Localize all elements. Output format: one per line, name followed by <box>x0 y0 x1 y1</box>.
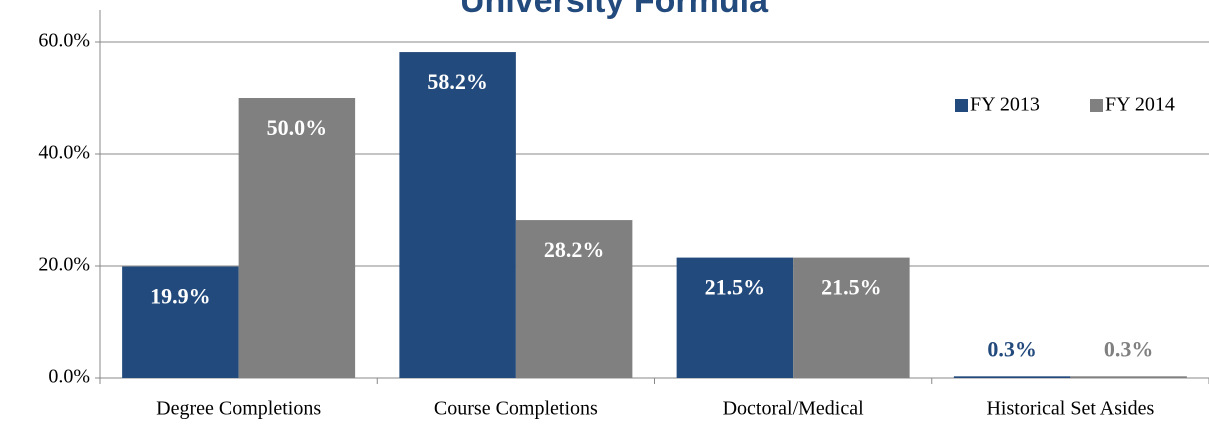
data-label: 21.5% <box>821 275 882 300</box>
x-tick-label: Doctoral/Medical <box>723 398 864 420</box>
bar <box>399 52 516 379</box>
y-tick-label: 40.0% <box>38 142 90 164</box>
x-tick-label: Historical Set Asides <box>986 398 1154 420</box>
bar <box>515 220 633 378</box>
y-tick-label: 60.0% <box>38 30 90 52</box>
x-tick-label: Course Completions <box>434 398 598 420</box>
bar <box>676 257 794 378</box>
bar <box>793 257 910 378</box>
data-label: 19.9% <box>150 284 211 309</box>
data-label: 50.0% <box>267 115 328 140</box>
data-label: 21.5% <box>705 275 766 300</box>
chart-title: University Formula <box>460 0 769 20</box>
x-tick-label: Degree Completions <box>156 398 321 420</box>
data-label: 0.3% <box>987 336 1037 361</box>
y-tick-label: 0.0% <box>48 366 90 388</box>
legend-swatch <box>1090 99 1103 112</box>
bar <box>953 376 1071 378</box>
bar <box>1070 376 1187 378</box>
bar <box>238 98 356 378</box>
legend-swatch <box>955 99 968 112</box>
y-tick-label: 20.0% <box>38 254 90 276</box>
data-label: 0.3% <box>1104 336 1154 361</box>
data-label: 28.2% <box>544 237 605 262</box>
legend-label: FY 2014 <box>1105 94 1175 116</box>
legend-label: FY 2013 <box>970 94 1040 116</box>
bar <box>122 266 239 378</box>
data-label: 58.2% <box>427 69 488 94</box>
